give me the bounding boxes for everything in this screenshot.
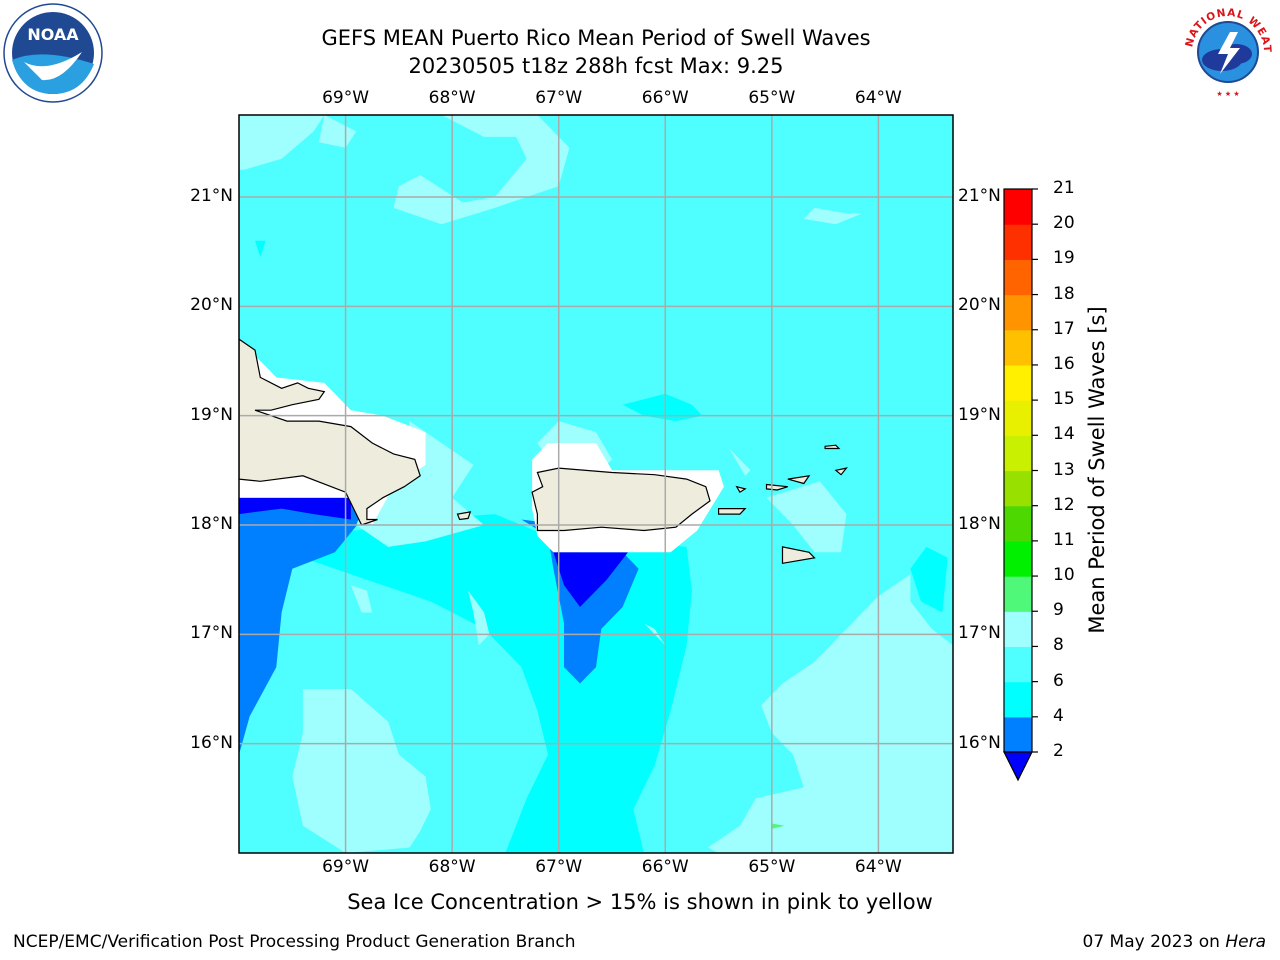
colorbar-tick-label: 16	[1053, 353, 1075, 374]
longitude-tick-top: 67°W	[535, 88, 583, 108]
colorbar-tick-label: 15	[1053, 389, 1075, 410]
footer-host: Hera	[1225, 932, 1266, 952]
colorbar-segment	[1004, 329, 1032, 366]
longitude-tick-bottom: 68°W	[428, 857, 476, 877]
longitude-tick-top: 68°W	[428, 88, 476, 108]
colorbar-tick-label: 12	[1053, 494, 1075, 515]
footer-date: 07 May 2023 on Hera	[1083, 932, 1267, 952]
colorbar-extend-triangle	[1003, 751, 1033, 782]
swell-8-9s-region	[894, 645, 937, 684]
longitude-tick-top: 65°W	[748, 88, 796, 108]
latitude-tick-right: 16°N	[958, 732, 1001, 753]
colorbar-tick-label: 18	[1053, 283, 1075, 304]
colorbar-tick-label: 8	[1053, 635, 1064, 656]
sea-ice-note: Sea Ice Concentration > 15% is shown in …	[347, 890, 933, 914]
swell-8-9s-region	[707, 574, 953, 853]
small-island-land	[824, 444, 841, 450]
swell-8-9s-region	[468, 590, 490, 646]
colorbar-segment	[1004, 540, 1032, 577]
colorbar-tick-label: 6	[1053, 670, 1064, 691]
swell-2-4s-region	[239, 497, 362, 755]
latitude-tick-left: 18°N	[190, 514, 233, 534]
footer-date-text: 07 May 2023 on	[1082, 932, 1226, 952]
colorbar-tick-label: 13	[1053, 459, 1075, 480]
swell-8-9s-region	[803, 207, 863, 225]
swell-4-6s-region	[255, 240, 266, 258]
colorbar-tick-label: 17	[1053, 318, 1075, 339]
colorbar-segment	[1004, 505, 1032, 542]
longitude-tick-bottom: 65°W	[748, 857, 796, 877]
swell-under-2s-region	[553, 552, 628, 607]
footer-credit: NCEP/EMC/Verification Post Processing Pr…	[13, 932, 576, 952]
colorbar-segment	[1004, 224, 1032, 260]
colorbar-tick-label: 11	[1053, 529, 1075, 550]
longitude-tick-top: 64°W	[854, 88, 902, 108]
colorbar-segment	[1004, 435, 1032, 472]
latitude-tick-left: 20°N	[190, 295, 233, 316]
colorbar-tick-label: 14	[1053, 424, 1075, 445]
latitude-tick-right: 21°N	[958, 186, 1001, 206]
colorbar-tick-label: 9	[1053, 600, 1064, 621]
latitude-tick-right: 20°N	[958, 295, 1001, 316]
map-field	[239, 115, 953, 853]
small-island-land	[456, 511, 472, 521]
longitude-tick-top: 69°W	[322, 88, 370, 108]
colorbar-segment	[1004, 189, 1032, 225]
swell-4-6s-region	[910, 546, 948, 613]
latitude-tick-left: 17°N	[190, 623, 233, 644]
national-weather-service-logo: NATIONAL WEATHER SERVICE ★ ★ ★	[1178, 2, 1275, 99]
swell-8-9s-region	[729, 448, 751, 476]
latitude-tick-left: 16°N	[190, 732, 233, 753]
colorbar-label: Mean Period of Swell Waves [s]	[1085, 306, 1109, 634]
svg-text:★ ★ ★: ★ ★ ★	[1216, 90, 1239, 98]
longitude-tick-bottom: 67°W	[535, 857, 583, 877]
swell-8-9s-region	[318, 115, 357, 148]
longitude-tick-top: 66°W	[641, 88, 689, 108]
longitude-tick-bottom: 69°W	[322, 857, 370, 877]
latitude-tick-right: 17°N	[958, 623, 1001, 644]
colorbar-tick-label: 10	[1053, 565, 1075, 586]
colorbar-segment	[1004, 364, 1032, 401]
colorbar-segment	[1004, 681, 1032, 718]
colorbar-tick-label: 2	[1053, 741, 1064, 761]
swell-8-9s-region	[350, 585, 373, 613]
latitude-tick-right: 19°N	[958, 404, 1001, 425]
swell-under-2s-region	[239, 497, 351, 520]
swell-8-9s-region	[292, 689, 431, 853]
noaa-logo: NOAA	[3, 3, 103, 103]
chart-title: GEFS MEAN Puerto Rico Mean Period of Swe…	[321, 26, 871, 50]
longitude-tick-bottom: 64°W	[854, 857, 902, 877]
swell-8-9s-region	[239, 115, 325, 170]
small-island-land	[787, 474, 811, 485]
svg-text:NOAA: NOAA	[27, 25, 79, 44]
colorbar-segment	[1004, 576, 1032, 612]
small-island-land	[735, 485, 747, 494]
colorbar-tick-label: 4	[1053, 705, 1064, 726]
colorbar-tick-label: 19	[1053, 248, 1075, 269]
latitude-tick-left: 21°N	[190, 186, 233, 206]
colorbar-tick-label: 20	[1053, 213, 1075, 234]
swell-4-6s-region	[622, 393, 703, 422]
colorbar-segment	[1004, 294, 1032, 331]
swell-8-9s-region	[766, 481, 847, 553]
map-frame	[238, 114, 954, 854]
small-island-land	[781, 546, 816, 565]
chart-subtitle: 20230505 t18z 288h fcst Max: 9.25	[408, 54, 784, 78]
latitude-tick-right: 18°N	[958, 514, 1001, 534]
colorbar-segment	[1004, 716, 1032, 753]
colorbar-segment	[1004, 400, 1032, 436]
longitude-tick-bottom: 66°W	[641, 857, 689, 877]
small-island-land	[717, 508, 747, 515]
colorbar-tick-label: 21	[1053, 178, 1075, 198]
colorbar-segment	[1004, 611, 1032, 648]
colorbar-segment	[1004, 259, 1032, 296]
swell-9-10s-region	[771, 823, 785, 829]
latitude-tick-left: 19°N	[190, 404, 233, 425]
colorbar-segment	[1004, 470, 1032, 507]
small-island-land	[834, 467, 848, 476]
hispaniola-land	[239, 338, 421, 526]
colorbar-segment	[1004, 646, 1032, 683]
